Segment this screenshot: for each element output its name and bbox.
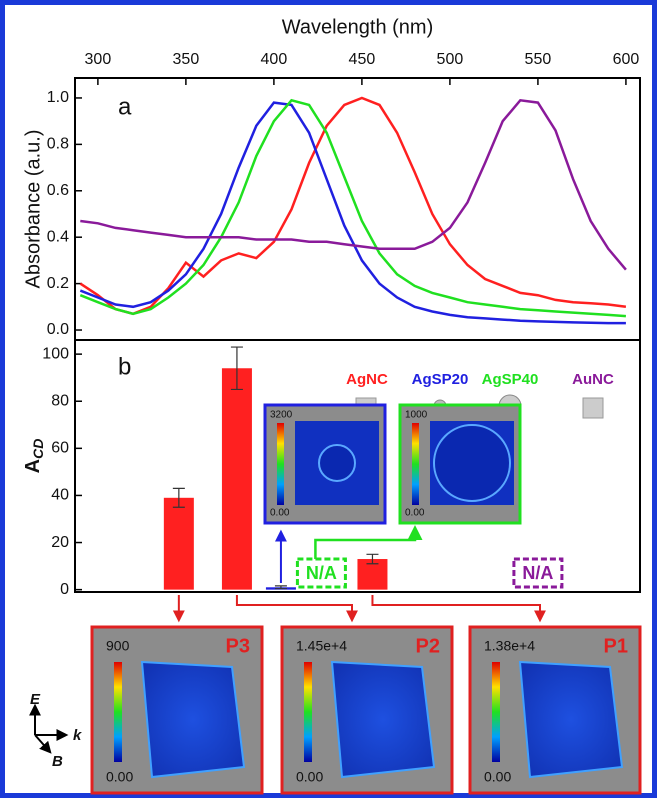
map-label: P2 (416, 635, 440, 657)
y-tick-label: 1.0 (47, 89, 69, 106)
error-bar (172, 487, 185, 508)
y-axis-title: ACD (22, 439, 45, 474)
coord-axes (34, 708, 65, 752)
y-axis-title-main: A (22, 459, 44, 473)
cube (140, 660, 246, 779)
x-tick-label: 600 (613, 51, 640, 68)
plot-frame (74, 339, 641, 593)
inset-particle (318, 444, 356, 482)
y-tick-label: 0.2 (47, 275, 69, 292)
colorbar-min: 0.00 (405, 508, 425, 519)
colorbar-max: 1.38e+4 (484, 638, 535, 654)
colorbar-min: 0.00 (296, 769, 323, 785)
x-tick-label: 450 (349, 51, 376, 68)
icon-cube (582, 397, 604, 419)
map-label: P1 (604, 635, 628, 657)
panel-label: b (118, 353, 131, 380)
x-tick-label: 350 (173, 51, 200, 68)
arrow (314, 525, 423, 559)
y-tick-label: 0 (60, 581, 69, 598)
error-bar (230, 346, 243, 391)
legend-label: AuNC (572, 371, 614, 388)
coord-label: k (73, 727, 82, 744)
y-axis-title: Absorbance (a.u.) (22, 130, 44, 289)
colorbar-min: 0.00 (484, 769, 511, 785)
y-tick-label: 0.8 (47, 136, 69, 153)
colorbar (304, 662, 312, 762)
coord-label: B (52, 753, 63, 770)
na-box (295, 557, 347, 589)
y-tick-label: 40 (51, 487, 69, 504)
x-tick-label: 400 (261, 51, 288, 68)
cube (330, 660, 436, 779)
y-tick-label: 60 (51, 440, 69, 457)
colorbar-max: 1.45e+4 (296, 638, 347, 654)
y-tick-label: 20 (51, 534, 69, 551)
colorbar (114, 662, 122, 762)
x-tick-label: 500 (437, 51, 464, 68)
y-tick-label: 0.0 (47, 321, 69, 338)
na-box (512, 557, 564, 589)
arrow (371, 595, 546, 623)
bar (221, 368, 252, 590)
legend-label: AgNC (346, 371, 388, 388)
error-bar (274, 585, 287, 590)
map-label: P3 (226, 635, 250, 657)
colorbar (492, 662, 500, 762)
na-label: N/A (522, 563, 553, 583)
colorbar-min: 0.00 (270, 508, 290, 519)
line-series (79, 96, 627, 316)
colorbar-max: 3200 (270, 410, 293, 421)
colorbar (412, 423, 419, 505)
arrow (235, 595, 358, 623)
x-tick-label: 550 (525, 51, 552, 68)
colorbar (277, 423, 284, 505)
panel-label: a (118, 93, 132, 120)
legend-label: AgSP20 (412, 371, 469, 388)
x-axis-title: Wavelength (nm) (282, 16, 434, 38)
na-label: N/A (306, 563, 337, 583)
inset-particle (433, 424, 511, 502)
colorbar-max: 900 (106, 638, 130, 654)
cube (518, 660, 624, 779)
error-bar (366, 553, 379, 565)
x-tick-label: 300 (85, 51, 112, 68)
bar (163, 497, 194, 590)
y-tick-label: 100 (42, 345, 69, 362)
colorbar-min: 0.00 (106, 769, 133, 785)
line-series (79, 98, 626, 318)
legend-label: AgSP40 (482, 371, 539, 388)
coord-label: E (30, 691, 41, 708)
y-axis-title-sub: CD (30, 439, 46, 459)
y-tick-label: 80 (51, 392, 69, 409)
y-tick-label: 0.6 (47, 182, 69, 199)
line-series (80, 98, 627, 271)
y-tick-label: 0.4 (47, 228, 69, 245)
colorbar-max: 1000 (405, 410, 428, 421)
line-series (79, 101, 626, 325)
